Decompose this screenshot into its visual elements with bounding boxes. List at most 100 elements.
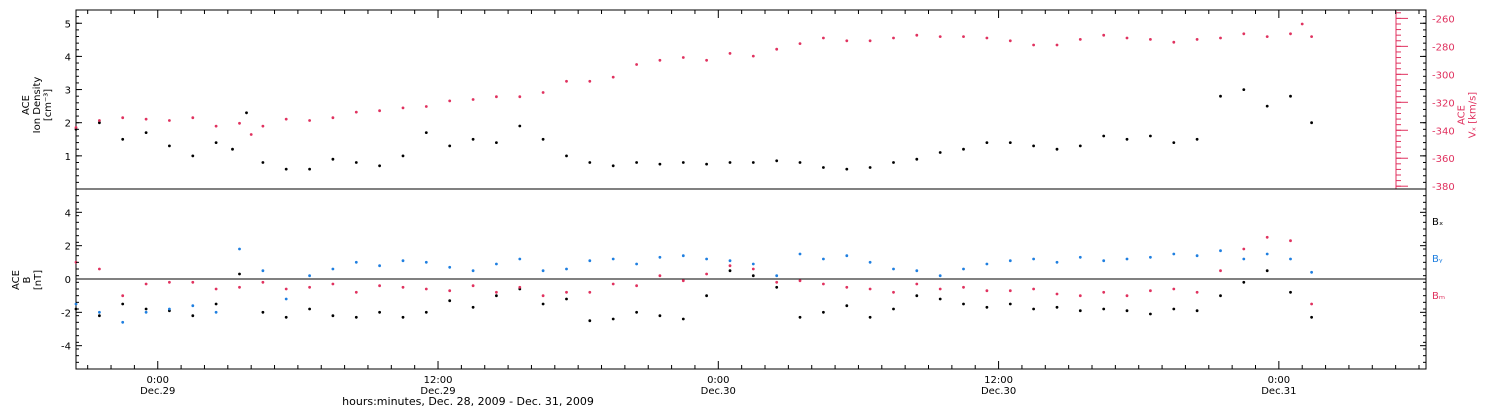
bz-point-7 bbox=[238, 285, 241, 289]
vx-tick-label: -300 bbox=[1432, 70, 1455, 81]
density-point-54 bbox=[1310, 121, 1313, 125]
vx-point-10 bbox=[284, 117, 288, 121]
vx-point-43 bbox=[1055, 43, 1059, 47]
vx-point-16 bbox=[424, 105, 428, 108]
by-point-31 bbox=[798, 252, 802, 256]
density-point-45 bbox=[1102, 134, 1106, 138]
by-point-13 bbox=[378, 264, 381, 268]
vx-point-9 bbox=[261, 124, 265, 128]
vx-point-15 bbox=[401, 106, 405, 110]
bx-point-29 bbox=[751, 274, 755, 278]
bx-point-8 bbox=[261, 310, 265, 314]
by-point-53 bbox=[1310, 270, 1313, 274]
by-point-45 bbox=[1125, 257, 1129, 261]
vx-axis: -380 -360 -340 -320 -300 -280 -260 bbox=[1395, 10, 1455, 193]
bx-point-44 bbox=[1102, 307, 1106, 311]
density-point-27 bbox=[681, 161, 685, 164]
bz-point-35 bbox=[892, 290, 895, 294]
b-tick-label: -4 bbox=[61, 342, 71, 353]
vx-point-21 bbox=[541, 91, 545, 94]
density-point-3 bbox=[144, 131, 148, 135]
by-point-15 bbox=[424, 260, 428, 264]
bx-point-35 bbox=[892, 307, 895, 311]
bx-point-5 bbox=[191, 314, 195, 318]
bx-point-37 bbox=[938, 297, 942, 301]
by-point-16 bbox=[448, 265, 452, 269]
x-tick-time: 0:00 bbox=[707, 375, 729, 386]
density-tick-label: 3 bbox=[65, 86, 71, 97]
vx-point-31 bbox=[775, 47, 779, 51]
vx-point-28 bbox=[705, 58, 708, 62]
by-point-35 bbox=[892, 267, 895, 271]
vx-point-48 bbox=[1172, 40, 1176, 44]
top-panel-data-points bbox=[74, 22, 1313, 171]
bx-point-11 bbox=[331, 314, 335, 318]
by-point-10 bbox=[308, 274, 311, 278]
time-axis-label: hours:minutes, Dec. 28, 2009 - Dec. 31, … bbox=[342, 395, 594, 408]
by-point-47 bbox=[1172, 252, 1176, 256]
vx-point-52 bbox=[1265, 35, 1269, 38]
density-tick-label: 5 bbox=[65, 19, 71, 30]
density-point-36 bbox=[892, 161, 895, 164]
density-point-38 bbox=[938, 151, 942, 154]
density-point-19 bbox=[495, 141, 498, 145]
density-point-25 bbox=[635, 161, 638, 164]
by-point-11 bbox=[331, 267, 335, 271]
density-point-40 bbox=[985, 141, 989, 145]
vx-point-7 bbox=[238, 121, 241, 125]
by-point-37 bbox=[938, 274, 942, 278]
b-tick-label: -2 bbox=[61, 308, 71, 319]
vx-point-5 bbox=[191, 116, 195, 120]
bx-point-24 bbox=[635, 310, 638, 314]
density-point-11 bbox=[308, 167, 311, 171]
by-point-34 bbox=[868, 260, 872, 264]
density-point-6 bbox=[214, 141, 218, 145]
bx-point-38 bbox=[962, 302, 965, 306]
bz-point-22 bbox=[588, 290, 592, 294]
time-axis: 0:00Dec.2912:00Dec.290:00Dec.3012:00Dec.… bbox=[87, 10, 1420, 397]
vx-point-12 bbox=[331, 116, 335, 120]
bz-point-25 bbox=[658, 274, 662, 278]
bz-point-38 bbox=[962, 285, 965, 289]
by-point-43 bbox=[1078, 255, 1082, 259]
density-point-14 bbox=[378, 164, 381, 168]
x-tick-date: Dec.30 bbox=[981, 386, 1016, 397]
bz-point-42 bbox=[1055, 292, 1059, 296]
by-point-52 bbox=[1289, 257, 1292, 261]
b-axis: -4 -2 0 2 4 bbox=[61, 195, 1426, 370]
bx-point-12 bbox=[354, 315, 358, 319]
by-point-4 bbox=[168, 307, 171, 311]
density-point-34 bbox=[845, 167, 849, 171]
density-point-17 bbox=[448, 144, 452, 148]
density-point-13 bbox=[354, 161, 358, 164]
bx-point-15 bbox=[424, 310, 428, 314]
bx-point-20 bbox=[541, 302, 545, 306]
vx-point-25 bbox=[635, 63, 638, 66]
bz-point-43 bbox=[1078, 294, 1082, 298]
bx-point-53 bbox=[1310, 315, 1313, 319]
bx-point-27 bbox=[705, 294, 708, 298]
density-point-20 bbox=[518, 124, 522, 128]
bz-point-9 bbox=[284, 287, 288, 291]
bz-point-32 bbox=[822, 282, 825, 286]
density-point-52 bbox=[1265, 104, 1269, 108]
density-point-29 bbox=[728, 161, 732, 164]
bz-point-18 bbox=[495, 290, 498, 294]
density-axis-label: ACE Ion Density [cm⁻³] bbox=[21, 77, 54, 134]
bz-point-51 bbox=[1265, 235, 1269, 239]
bx-point-32 bbox=[822, 310, 825, 314]
by-point-17 bbox=[471, 269, 475, 273]
by-point-14 bbox=[401, 259, 405, 263]
vx-point-4 bbox=[168, 119, 171, 122]
density-point-33 bbox=[822, 166, 825, 169]
density-point-2 bbox=[121, 137, 125, 141]
bz-point-3 bbox=[144, 282, 148, 286]
vx-point-1 bbox=[98, 119, 101, 122]
density-point-37 bbox=[915, 157, 919, 161]
bz-point-27 bbox=[705, 272, 708, 276]
vx-point-32 bbox=[798, 42, 802, 45]
density-point-22 bbox=[565, 154, 568, 158]
bz-point-6 bbox=[214, 287, 218, 291]
vx-point-3 bbox=[144, 117, 148, 121]
